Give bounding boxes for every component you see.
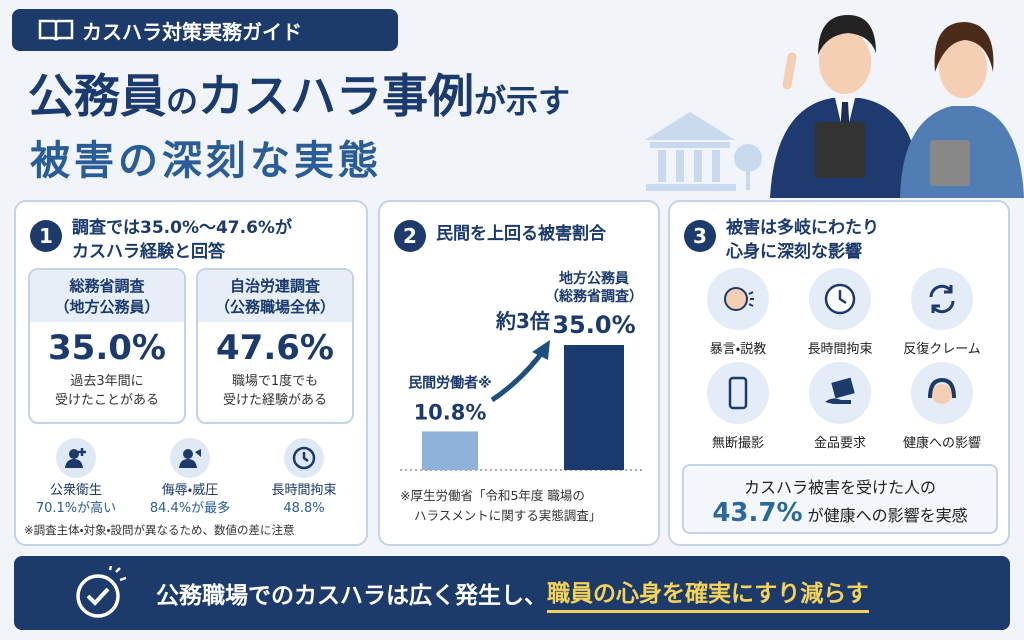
value-label: 10.8% [414,400,487,424]
card-subtitle: （公務職場全体） [214,298,335,316]
panel-1: 1 調査では35.0%～47.6%が カスハラ経験と回答 総務省調査 （地方公務員）… [14,200,368,546]
summary-line: カスハラ被害を受けた人の [743,478,936,497]
heading-line: 被害は多岐にわたり [726,218,879,238]
stat-icon [56,438,96,478]
title: 公務員のカスハラ事例が示す [28,60,570,126]
illustration [645,15,1024,198]
impact-item: 健康への影響 [896,362,988,451]
category-label: （総務省調査） [545,288,643,305]
card-title: 総務省調査 [69,277,145,295]
panel-heading: 被害は多岐にわたり 心身に深刻な影響 [726,216,879,264]
card-value: 35.0% [48,328,166,368]
impact-item: 長時間拘束 [794,268,886,357]
panel-number: 2 [394,220,426,252]
card-header: 総務省調査 （地方公務員） [30,270,184,322]
badge-text: カスハラ対策実務ガイド [82,19,302,44]
summary-rest: が健康への影響を実感 [807,506,968,525]
panel-heading: 調査では35.0%～47.6%が カスハラ経験と回答 [72,216,292,264]
source: ハラスメントに関する実態調査」 [414,508,601,523]
title-part: が示す [474,82,571,120]
stat-icon [284,438,324,478]
panel-2: 2 民間を上回る被害割合 約3倍 ※厚生労働省「令和5年度 職場の ハラスメント… [378,200,660,546]
impact-item: 無断撮影 [692,362,784,451]
item-icon [707,268,769,330]
summary-box: カスハラ被害を受けた人の 43.7% が健康への影響を実感 [682,464,998,534]
source: ※厚生労働省「令和5年度 職場の [400,488,585,503]
summary-value: 43.7% [712,498,803,528]
footer-text: 公務職場でのカスハラは広く発生し、 [156,583,547,609]
check-icon [76,566,127,618]
item-icon [911,362,973,424]
item-label: 長時間拘束 [807,342,873,357]
panel-number: 1 [30,220,62,252]
book-icon [38,19,74,41]
survey-card: 自治労連調査 （公務職場全体） 47.6% 職場で1度でも 受けた経験がある [196,268,354,424]
stat-label: 侮辱・威圧 [161,483,219,498]
item-label: 健康への影響 [902,436,981,451]
stat-value: 70.1%が高い [35,501,117,516]
stat-value: 48.8% [283,501,325,516]
item-label: 金品要求 [813,436,866,451]
stat-label: 公衆衛生 [49,483,102,498]
item-icon [707,362,769,424]
card-title: 自治労連調査 [229,277,320,295]
footer-highlight: 職員の心身を確実にすり減らす [547,574,869,613]
category-label: 地方公務員 [559,270,629,287]
category-label: 民間労働者※ [408,374,492,391]
badge: カスハラ対策実務ガイド [12,9,398,51]
card-note: 職場で1度でも 受けた経験がある [198,372,352,410]
item-icon [809,362,871,424]
item-icon [911,268,973,330]
footnote: ※調査主体・対象・設問が異なるため、数値の差に注意 [24,523,295,537]
note-line: 過去3年間に [70,374,144,389]
impact-item: 金品要求 [794,362,886,451]
card-note: 過去3年間に 受けたことがある [30,372,184,410]
value-label: 35.0% [552,311,635,339]
impact-item: 暴言・説教 [692,268,784,357]
heading-line: カスハラ経験と回答 [72,242,225,262]
card-value: 47.6% [216,328,334,368]
stat-icon [170,438,210,478]
subtitle: 被害の深刻な実態 [30,138,382,184]
heading-line: 調査では35.0%～47.6%が [72,218,292,238]
bar-chart: 約3倍 ※厚生労働省「令和5年度 職場の ハラスメントに関する実態調査」 10.… [400,270,643,523]
stat: 侮辱・威圧 84.4%が最多 [136,438,244,518]
item-icon [809,268,871,330]
panel-3: 3 被害は多岐にわたり 心身に深刻な影響 暴言・説教 長時間拘束 反復クレーム 無… [668,200,1010,546]
card-header: 自治労連調査 （公務職場全体） [198,270,352,322]
arrow [490,348,547,403]
bar [564,345,624,470]
stat: 公衆衛生 70.1%が高い [22,438,130,518]
title-part: カスハラ事例 [198,69,475,123]
stat: 長時間拘束 48.8% [250,438,358,518]
arrow-head [532,340,550,360]
item-label: 反復クレーム [903,342,981,357]
stat-value: 84.4%が最多 [149,501,231,516]
footer: 公務職場でのカスハラは広く発生し、 職員の心身を確実にすり減らす [14,556,1010,630]
item-label: 暴言・説教 [709,342,767,357]
stat-label: 長時間拘束 [271,483,337,498]
impact-item: 反復クレーム [896,268,988,357]
survey-card: 総務省調査 （地方公務員） 35.0% 過去3年間に 受けたことがある [28,268,186,424]
panel-number: 3 [684,220,716,252]
title-part: の [166,82,199,120]
note-line: 受けたことがある [54,393,159,408]
item-label: 無断撮影 [711,436,764,451]
note-line: 受けた経験がある [222,393,327,408]
card-subtitle: （地方公務員） [54,298,160,316]
bar [422,431,478,470]
heading-line: 心身に深刻な影響 [726,242,862,262]
note-line: 職場で1度でも [231,374,319,389]
panel-heading: 民間を上回る被害割合 [436,224,606,244]
title-part: 公務員 [28,69,166,123]
annotation: 約3倍 [495,309,550,333]
